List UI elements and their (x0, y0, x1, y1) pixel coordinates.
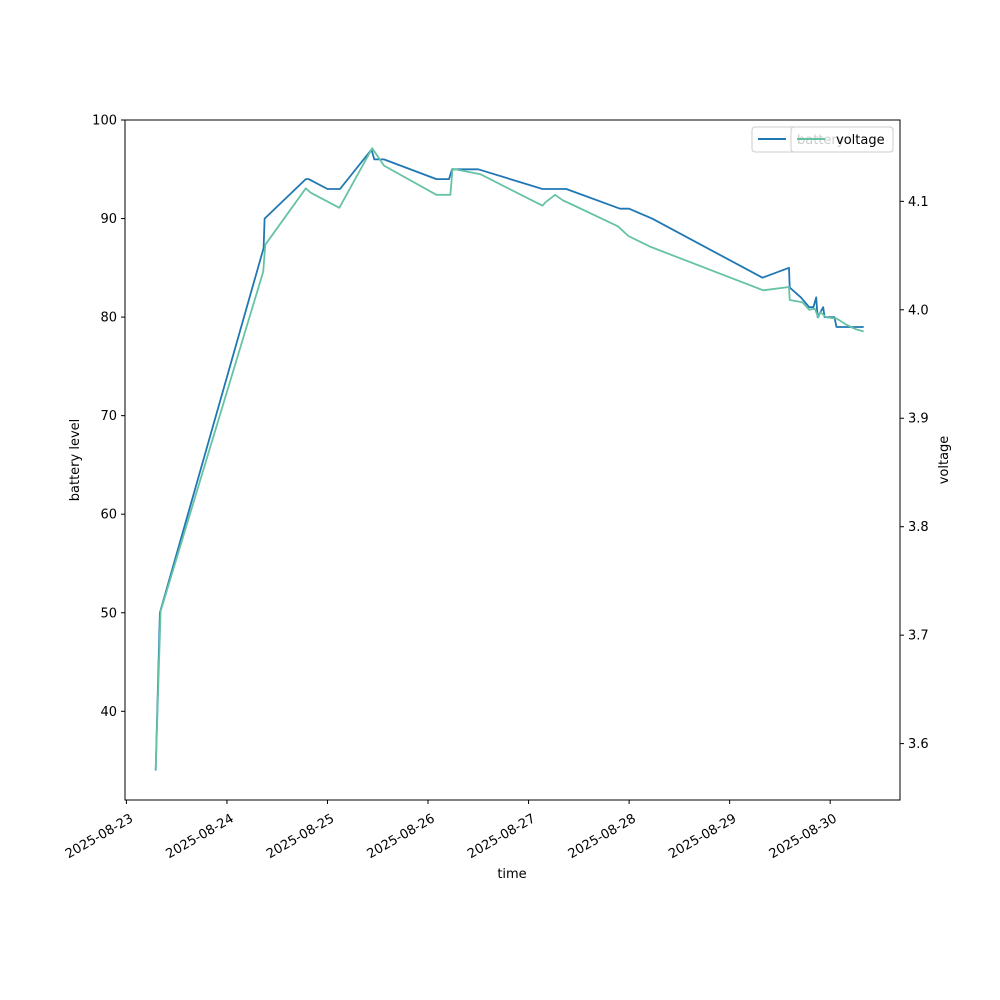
y-left-tick-label-3: 70 (100, 409, 117, 424)
y-right-tick-label-3: 3.9 (908, 412, 929, 427)
y-right-tick-label-1: 3.7 (908, 629, 929, 644)
y-left-tick-label-1: 50 (100, 606, 117, 621)
y-right-tick-label-4: 4.0 (908, 303, 929, 318)
y-left-tick-label-0: 40 (100, 705, 117, 720)
legend-voltage: voltage (790, 126, 894, 153)
y-left-tick-label-2: 60 (100, 508, 117, 523)
series-layer (154, 147, 864, 771)
y-axis-right-label: voltage (937, 436, 952, 485)
y-right-tick-label-5: 4.1 (908, 195, 929, 210)
y-left-tick-label-5: 90 (100, 212, 117, 227)
y-axis-left: 40 50 60 70 80 90 100 (92, 114, 125, 720)
y-left-tick-label-4: 80 (100, 311, 117, 326)
y-right-tick-label-0: 3.6 (908, 737, 929, 752)
legend-voltage-box (790, 126, 894, 153)
y-axis-right: 3.6 3.7 3.8 3.9 4.0 4.1 (900, 195, 929, 752)
y-left-tick-label-6: 100 (92, 114, 117, 129)
y-axis-left-label: battery level (68, 419, 83, 502)
series-line-voltage (154, 147, 864, 770)
axes-frame (124, 119, 901, 801)
x-axis-label: time (497, 867, 526, 882)
legend-voltage-label: voltage (836, 133, 885, 148)
y-right-tick-label-2: 3.8 (908, 520, 929, 535)
